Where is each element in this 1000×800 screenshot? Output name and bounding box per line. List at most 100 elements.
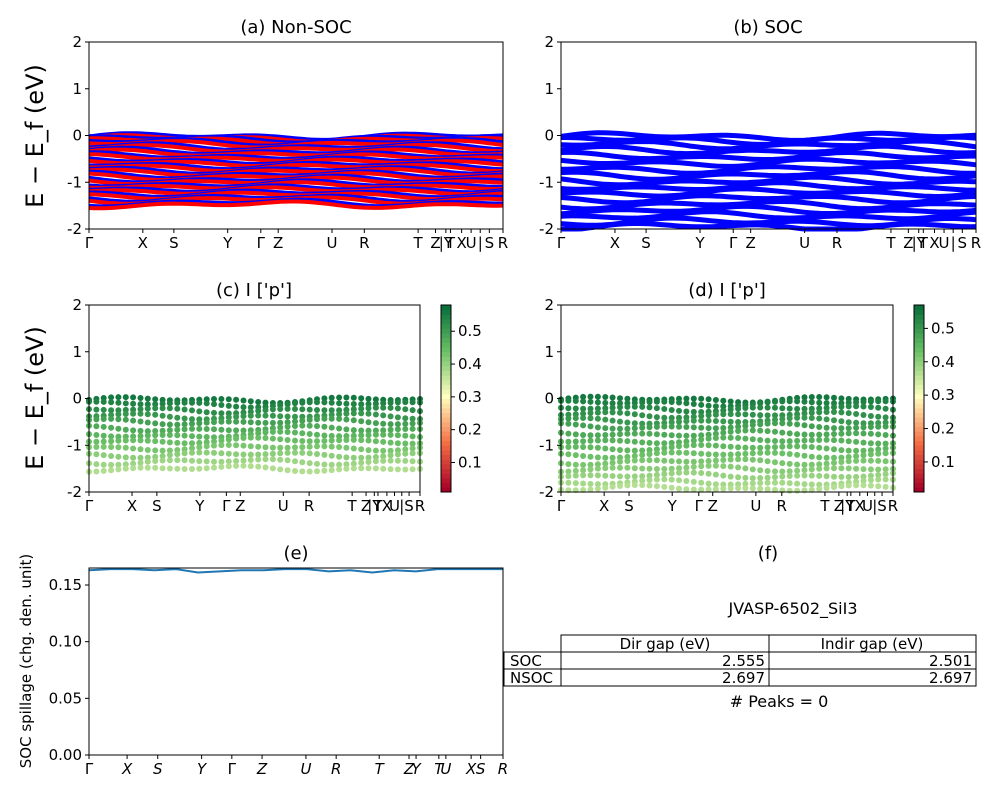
projection-point — [808, 394, 815, 400]
projection-point — [602, 432, 609, 438]
projection-point — [211, 438, 217, 445]
projection-point — [211, 442, 217, 449]
projection-point — [838, 430, 845, 437]
projection-point — [867, 413, 874, 419]
projection-point — [698, 458, 705, 465]
projection-point — [831, 454, 837, 461]
projection-point — [174, 414, 181, 421]
projection-point — [343, 437, 350, 443]
projection-point — [174, 465, 181, 472]
projection-point — [565, 430, 572, 437]
projection-point — [720, 434, 727, 441]
colorbar-segment — [441, 323, 451, 329]
projection-point — [867, 398, 874, 405]
projection-point — [757, 444, 764, 451]
projection-point — [402, 420, 409, 427]
projection-point — [152, 401, 159, 408]
projection-point — [742, 450, 749, 457]
projection-point — [735, 451, 742, 458]
projection-point — [255, 412, 262, 419]
projection-point — [646, 399, 653, 405]
projection-point — [676, 418, 682, 425]
projection-point — [211, 434, 217, 441]
projection-point — [321, 423, 328, 430]
projection-point — [838, 473, 845, 480]
projection-point — [387, 447, 394, 454]
projection-point — [387, 457, 394, 464]
projection-point — [631, 465, 638, 472]
projection-point — [676, 443, 682, 450]
projection-point — [735, 485, 742, 492]
projection-point — [196, 465, 203, 472]
projection-point — [336, 466, 343, 473]
projection-point — [838, 447, 845, 454]
projection-point — [646, 477, 653, 483]
projection-point — [860, 412, 867, 418]
projection-point — [690, 417, 697, 424]
projection-point — [181, 399, 188, 406]
projection-point — [882, 423, 889, 430]
projection-point — [336, 437, 343, 444]
colorbar-segment — [914, 356, 924, 362]
xtick-label: Y — [194, 497, 205, 515]
projection-point — [277, 406, 284, 412]
panel-b-title: (b) SOC — [733, 17, 802, 38]
projection-point — [772, 479, 778, 486]
projection-point — [735, 444, 742, 451]
projection-point — [211, 458, 217, 465]
projection-point — [115, 411, 122, 418]
colorbar-segment — [914, 398, 924, 404]
projection-point — [757, 475, 764, 481]
projection-point — [580, 405, 587, 412]
projection-point — [727, 434, 734, 441]
projection-point — [690, 408, 697, 415]
projection-point — [336, 400, 343, 407]
projection-point — [639, 399, 646, 406]
projection-point — [845, 454, 852, 460]
projection-point — [174, 457, 181, 464]
projection-point — [764, 458, 771, 465]
projection-point — [108, 444, 115, 450]
projection-point — [343, 426, 350, 433]
projection-point — [93, 451, 100, 458]
projection-point — [108, 399, 115, 406]
projection-point — [764, 412, 771, 419]
projection-point — [705, 396, 712, 403]
band-line-down — [88, 143, 503, 154]
projection-point — [166, 421, 173, 428]
projection-point — [181, 466, 188, 472]
projection-point — [240, 404, 247, 411]
projection-point — [247, 412, 254, 419]
projection-point — [882, 440, 889, 447]
projection-point — [624, 395, 631, 402]
projection-point — [409, 466, 416, 473]
colorbar-segment — [441, 365, 451, 371]
projection-point — [609, 473, 616, 479]
projection-point — [409, 425, 416, 432]
xtick-label: T — [845, 497, 856, 515]
colorbar-segment — [441, 305, 451, 311]
projection-point — [749, 427, 756, 434]
projection-point — [572, 461, 579, 468]
projection-point — [594, 444, 601, 451]
xtick-label: Γ — [222, 497, 231, 515]
projection-point — [358, 395, 365, 402]
projection-point — [284, 419, 291, 426]
projection-point — [314, 431, 320, 438]
projection-point — [321, 399, 328, 406]
projection-point — [698, 424, 705, 431]
projection-point — [166, 405, 173, 412]
projection-point — [100, 398, 107, 405]
projection-point — [292, 423, 298, 429]
panel-f: (f) JVASP-6502_SiI3 Dir gap (eV) Indir g… — [503, 543, 977, 711]
projection-point — [572, 472, 579, 479]
projection-point — [233, 427, 240, 434]
colorbar-segment — [441, 445, 451, 451]
projection-point — [617, 473, 623, 480]
colorbar-segment — [441, 333, 451, 339]
projection-point — [875, 466, 882, 473]
xtick-label: Z — [256, 760, 268, 778]
projection-point — [152, 428, 159, 434]
projection-point — [845, 425, 852, 432]
projection-point — [328, 424, 335, 431]
